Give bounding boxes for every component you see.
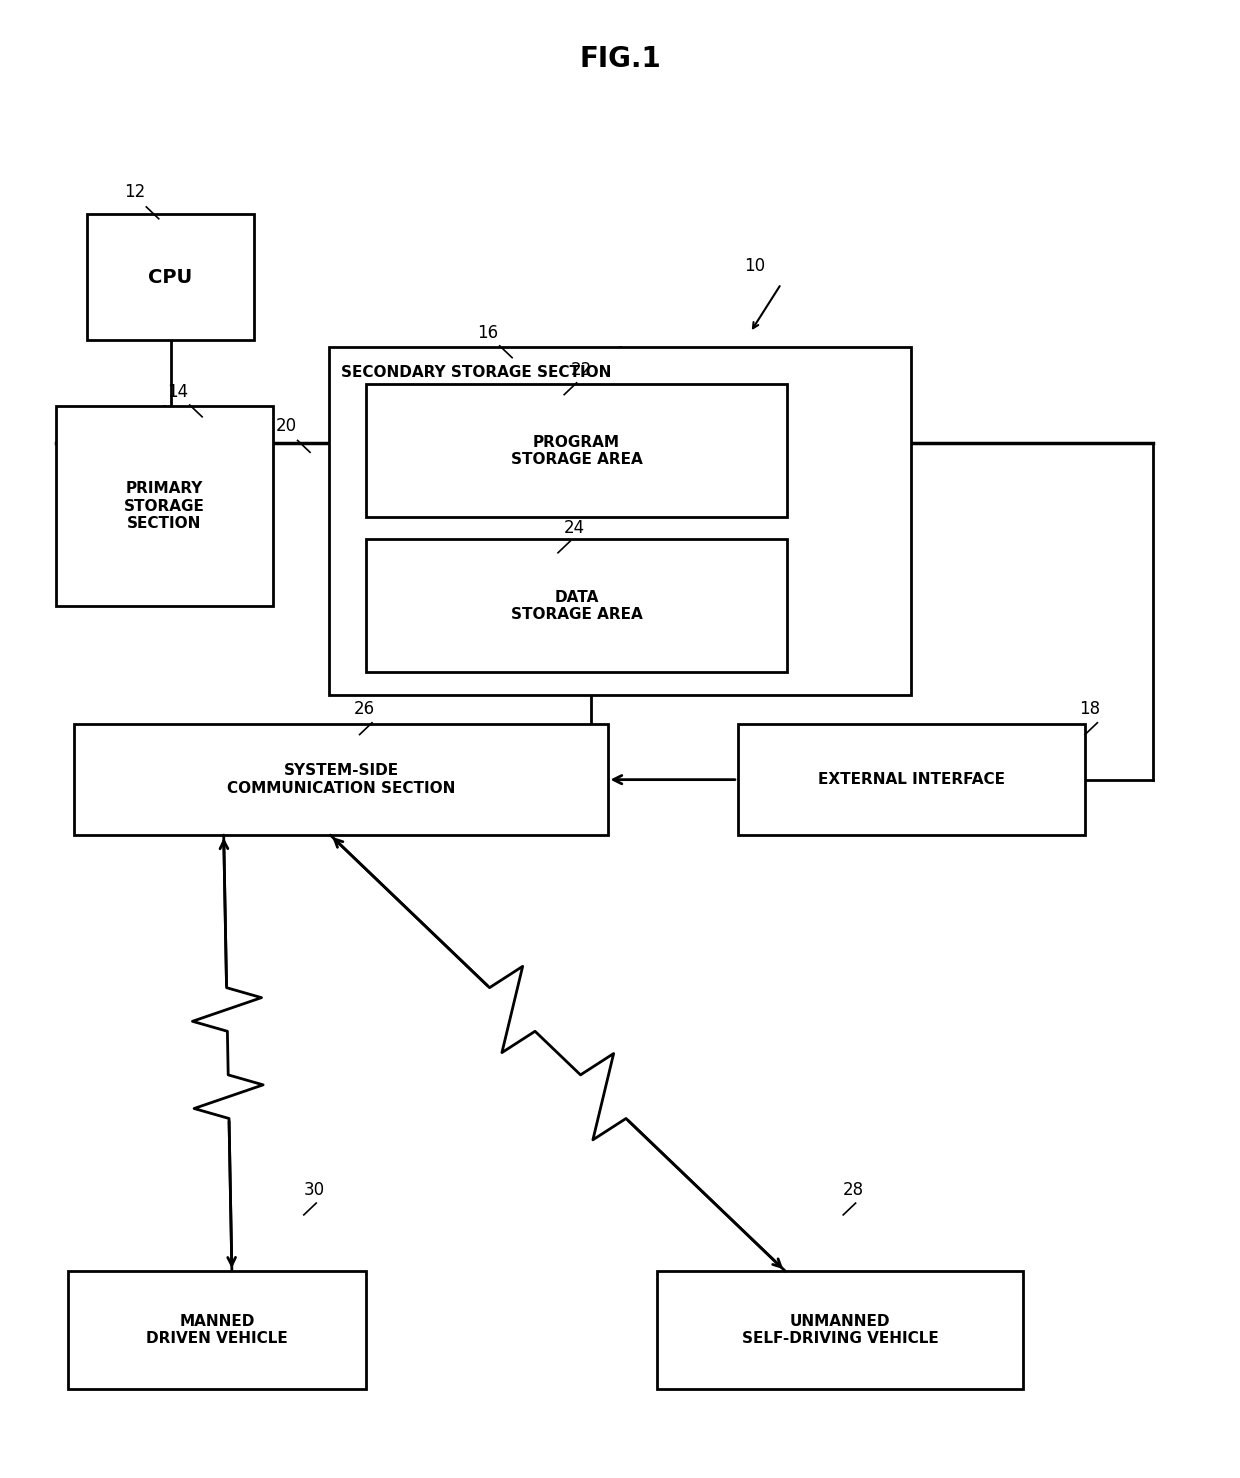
Text: PROGRAM
STORAGE AREA: PROGRAM STORAGE AREA: [511, 435, 642, 467]
Text: 28: 28: [843, 1181, 864, 1199]
Text: 16: 16: [477, 324, 498, 341]
Bar: [657, 1271, 1023, 1389]
Bar: [738, 724, 1085, 835]
Text: 22: 22: [570, 361, 591, 378]
Text: 18: 18: [1079, 701, 1100, 718]
Bar: [56, 406, 273, 606]
Text: 12: 12: [124, 183, 145, 201]
Text: SECONDARY STORAGE SECTION: SECONDARY STORAGE SECTION: [341, 365, 611, 380]
Text: SYSTEM-SIDE
COMMUNICATION SECTION: SYSTEM-SIDE COMMUNICATION SECTION: [227, 764, 455, 795]
Bar: [366, 384, 787, 517]
Text: 20: 20: [275, 417, 296, 435]
Text: MANNED
DRIVEN VEHICLE: MANNED DRIVEN VEHICLE: [146, 1314, 288, 1346]
Text: 14: 14: [167, 383, 188, 401]
Text: UNMANNED
SELF-DRIVING VEHICLE: UNMANNED SELF-DRIVING VEHICLE: [742, 1314, 939, 1346]
Bar: [68, 1271, 366, 1389]
Bar: [366, 539, 787, 672]
Text: 30: 30: [304, 1181, 325, 1199]
Text: 10: 10: [744, 257, 765, 275]
Text: CPU: CPU: [149, 268, 192, 287]
Text: EXTERNAL INTERFACE: EXTERNAL INTERFACE: [818, 772, 1004, 788]
Text: 26: 26: [353, 701, 374, 718]
Bar: [74, 724, 608, 835]
Text: DATA
STORAGE AREA: DATA STORAGE AREA: [511, 590, 642, 622]
Text: 24: 24: [564, 519, 585, 537]
Text: FIG.1: FIG.1: [579, 46, 661, 72]
Text: PRIMARY
STORAGE
SECTION: PRIMARY STORAGE SECTION: [124, 482, 205, 531]
Bar: [329, 347, 911, 695]
Bar: [87, 214, 254, 340]
